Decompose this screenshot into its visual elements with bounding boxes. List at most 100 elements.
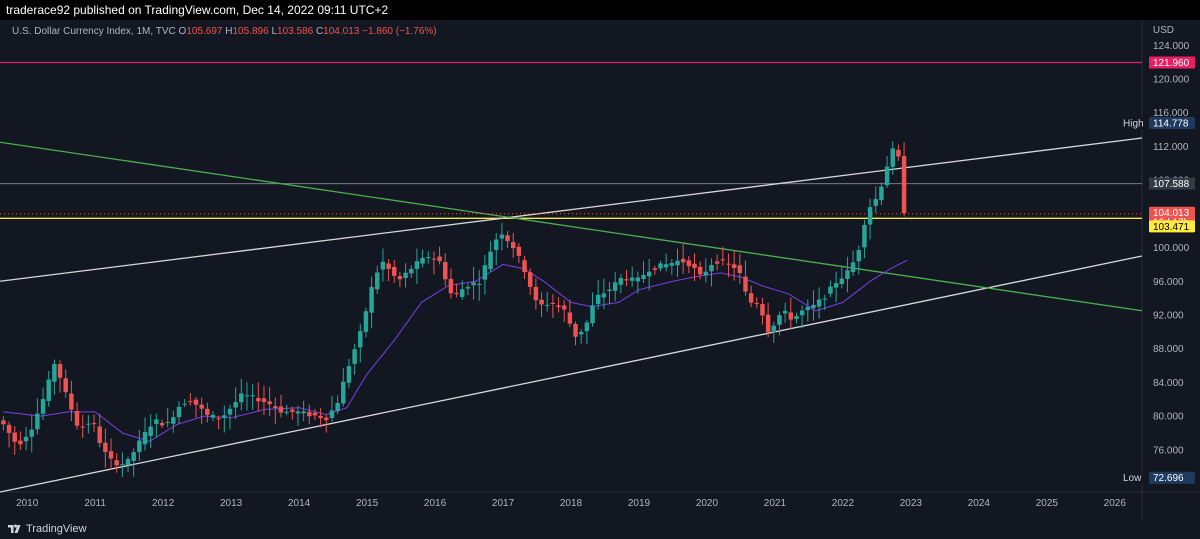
candle-body <box>335 403 340 412</box>
candle-body <box>816 299 822 307</box>
candle-body <box>182 403 187 405</box>
candle-body <box>12 432 17 442</box>
tag-107588-box <box>1149 177 1195 190</box>
x-tick-label: 2018 <box>560 498 583 509</box>
candle-body <box>590 305 595 324</box>
candle-body <box>18 440 23 445</box>
candle-body <box>261 398 267 402</box>
x-tick-label: 2024 <box>968 498 991 509</box>
candle-body <box>312 412 318 416</box>
candle-body <box>131 452 136 461</box>
candle-body <box>703 271 709 276</box>
candle-body <box>171 417 176 424</box>
x-tick-label: 2014 <box>288 498 311 509</box>
candle-body <box>658 263 663 269</box>
candle-body <box>403 272 408 278</box>
candle-body <box>539 299 544 305</box>
candle-body <box>709 264 714 272</box>
candle-body <box>267 401 272 405</box>
open-value: 105.697 <box>186 26 223 37</box>
candle-body <box>635 277 641 282</box>
candle-body <box>669 262 675 266</box>
moving-average <box>3 259 908 442</box>
candle-body <box>318 415 323 419</box>
candle-body <box>159 422 165 426</box>
candle-body <box>522 260 527 273</box>
low-value: 103.586 <box>277 26 314 37</box>
candle-body <box>46 379 51 401</box>
candle-body <box>879 186 884 201</box>
candle-body <box>550 303 556 305</box>
candle-body <box>680 258 686 263</box>
tag-121960-box <box>1149 56 1195 69</box>
y-tick-label: 112.000 <box>1153 142 1189 153</box>
candle-body <box>601 293 607 298</box>
candle-body <box>488 251 493 269</box>
candle-body <box>720 259 726 261</box>
candle-body <box>301 411 306 414</box>
y-tick-label: 120.000 <box>1153 75 1190 86</box>
moving-average-line <box>3 259 908 442</box>
x-tick-label: 2021 <box>764 498 787 509</box>
price-chart[interactable]: 76.000 80.000 84.000 88.000 92.000 96.000 100.… <box>0 20 1200 519</box>
y-tick-label: 76.000 <box>1153 445 1184 456</box>
candle-body <box>80 426 85 428</box>
price-axis: 76.000 80.000 84.000 88.000 92.000 96.000 100.… <box>1153 41 1190 457</box>
candle-body <box>505 235 510 242</box>
footer-brand: TradingView <box>26 523 87 535</box>
candle-body <box>646 271 652 277</box>
y-tick-label: 96.000 <box>1153 277 1184 288</box>
candle-body <box>210 414 216 418</box>
candle-body <box>697 266 703 275</box>
currency-label: USD <box>1152 25 1174 36</box>
x-tick-label: 2019 <box>628 498 651 509</box>
candle-body <box>748 293 754 303</box>
candle-body <box>358 331 363 348</box>
x-tick-label: 2015 <box>356 498 379 509</box>
candle-body <box>35 413 40 430</box>
candle-body <box>595 294 601 304</box>
x-tick-label: 2025 <box>1036 498 1059 509</box>
x-tick-label: 2022 <box>832 498 855 509</box>
candle-body <box>460 289 465 297</box>
tag-high-prefix-box <box>1118 117 1147 130</box>
y-tick-label: 88.000 <box>1153 344 1184 355</box>
chart-svg[interactable]: 76.000 80.000 84.000 88.000 92.000 96.000 100.… <box>0 20 1200 519</box>
candle-body <box>409 268 414 274</box>
candle-body <box>363 311 369 332</box>
candle-body <box>471 282 476 286</box>
candle-body <box>862 225 867 248</box>
candle-body <box>29 429 34 437</box>
candle-body <box>675 260 680 266</box>
candle-body <box>307 411 312 417</box>
tag-103471-value: 103.471 <box>1153 222 1190 233</box>
candle-body <box>431 258 437 260</box>
x-tick-label: 2010 <box>16 498 39 509</box>
tag-103471-box <box>1149 220 1195 233</box>
candle-body <box>1 420 6 425</box>
candle-body <box>74 410 80 426</box>
candle-body <box>839 278 845 285</box>
candle-body <box>794 316 799 320</box>
candle-body <box>782 310 788 314</box>
candle-body <box>561 305 567 310</box>
candle-body <box>193 399 199 405</box>
candle-body <box>896 149 901 157</box>
candle-body <box>244 395 250 397</box>
tradingview-logo-icon <box>8 524 21 533</box>
candle-body <box>63 378 68 393</box>
candle-body <box>233 402 238 408</box>
candles <box>1 141 907 477</box>
candle-body <box>760 304 765 316</box>
symbol-legend: U.S. Dollar Currency Index, 1M, TVC O105… <box>12 26 437 37</box>
candle-body <box>69 393 74 410</box>
candle-body <box>652 268 658 270</box>
candle-body <box>443 261 448 280</box>
candle-body <box>743 276 748 292</box>
candle-body <box>188 401 193 403</box>
candle-body <box>278 406 284 413</box>
candle-body <box>454 292 459 294</box>
candle-body <box>556 305 561 307</box>
trendlines <box>0 61 1143 493</box>
x-tick-label: 2013 <box>220 498 243 509</box>
